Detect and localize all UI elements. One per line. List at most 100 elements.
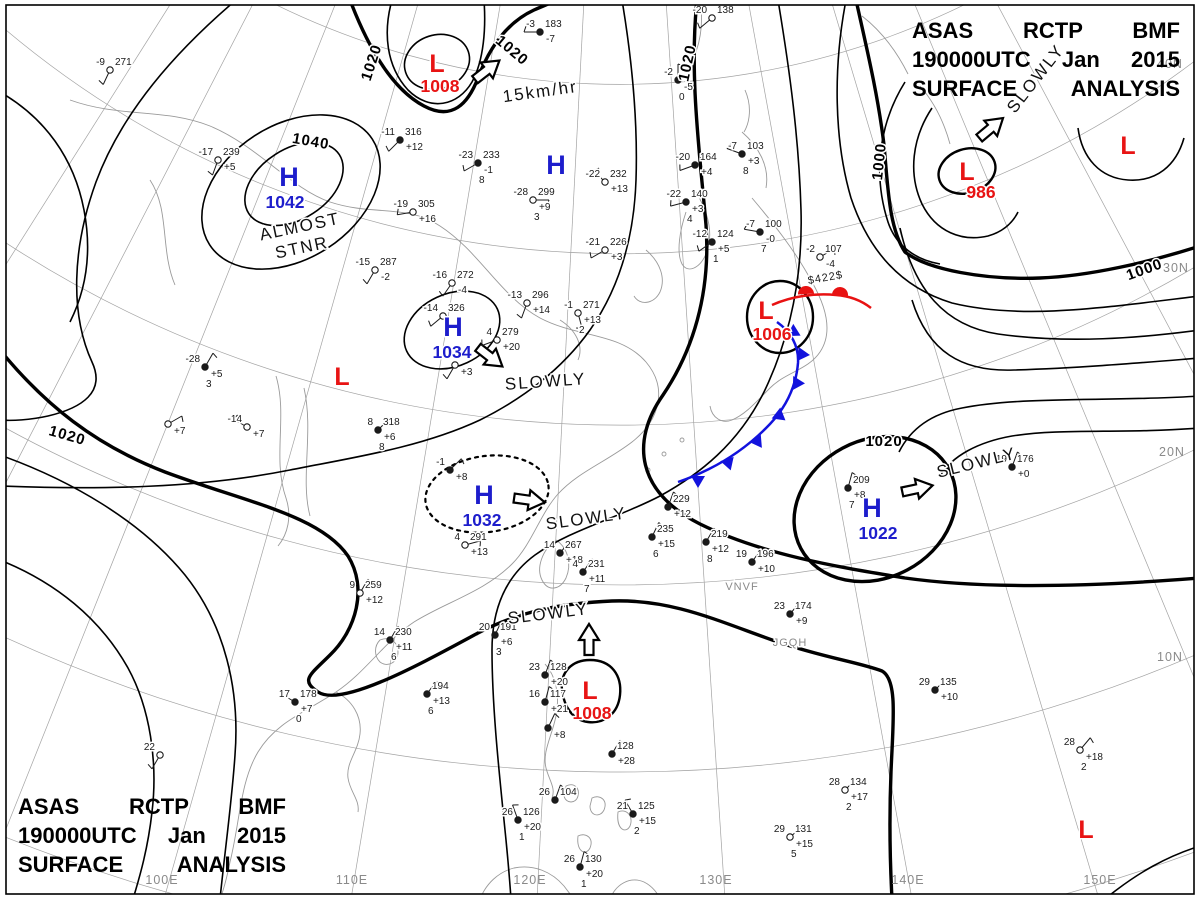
station-circle-icon <box>579 568 587 576</box>
station-circle-icon <box>356 589 364 597</box>
wind-barb-tick-icon <box>367 578 373 584</box>
station-tendency: +21 <box>551 704 568 715</box>
station-tendency: +3 <box>692 204 704 215</box>
station-extra: 7 <box>584 584 590 595</box>
wind-barb-tick-icon <box>624 798 631 801</box>
isobar-value-label: 1040 <box>291 130 331 153</box>
wind-barb-tick-icon <box>713 527 719 533</box>
station-plot: 29 131 +155 <box>772 823 815 862</box>
station-tendency: +13 <box>611 184 628 195</box>
wind-barb-tick-icon <box>428 320 432 327</box>
station-tendency: +20 <box>586 869 603 880</box>
station-circle-icon <box>106 66 114 74</box>
wind-barb-tick-icon <box>833 248 836 255</box>
station-extra: 2 <box>846 802 852 813</box>
movement-arrow-icon <box>971 109 1011 147</box>
station-plot: 4 231 +117 <box>571 558 607 597</box>
station-tendency: +13 <box>584 315 601 326</box>
title-line-3: SURFACE ANALYSIS <box>18 852 286 877</box>
station-extra: 3 <box>496 647 502 658</box>
station-circle-icon <box>576 863 584 871</box>
pressure-center-value: 1042 <box>266 192 305 212</box>
station-circle-icon <box>374 426 382 434</box>
station-pressure: 267 <box>565 540 582 551</box>
station-tendency: +18 <box>1086 752 1103 763</box>
wind-barb-tick-icon <box>760 548 766 555</box>
station-plot: 14 267 +18 <box>542 539 585 568</box>
station-pressure: 130 <box>585 854 602 865</box>
station-circle-icon <box>448 279 456 287</box>
wind-barb-tick-icon <box>396 208 399 215</box>
cold-front-triangle-icon <box>797 347 810 361</box>
station-pressure: 124 <box>717 229 734 240</box>
station-circle-icon <box>738 150 746 158</box>
station-extra: 1 <box>713 254 719 265</box>
station-pressure: 134 <box>850 777 867 788</box>
station-circle-icon <box>386 636 394 644</box>
wind-barb-tick-icon <box>799 601 804 608</box>
station-tendency: +16 <box>419 214 436 225</box>
station-temperature: -28 <box>514 187 529 198</box>
station-circle-icon <box>164 420 172 428</box>
station-plot: -28 299 +93 <box>512 186 557 225</box>
station-extra: 0 <box>296 714 302 725</box>
station-extra: 7 <box>761 244 767 255</box>
station-plot: -3 183 -7 <box>523 18 564 47</box>
station-circle-icon <box>786 833 794 841</box>
station-plot: 29 135 +10 <box>917 676 960 705</box>
wind-barb-tick-icon <box>801 826 805 833</box>
station-tendency: +9 <box>796 616 808 627</box>
station-tendency: +12 <box>366 595 383 606</box>
station-circle-icon <box>291 698 299 706</box>
station-pressure: 209 <box>853 475 870 486</box>
station-pressure: 219 <box>711 529 728 540</box>
wind-barb-tick-icon <box>546 199 550 206</box>
wind-barb-tick-icon <box>397 625 403 631</box>
station-temperature: 14 <box>544 540 556 551</box>
station-extra: 8 <box>743 166 749 177</box>
warm-front-semicircle-icon <box>798 286 814 295</box>
station-plot: -16 272 -4 <box>431 269 476 298</box>
station-temperature: -11 <box>381 127 395 138</box>
station-pressure: 100 <box>765 219 782 230</box>
warm-front-line <box>771 293 872 309</box>
station-temperature: 4 <box>572 559 578 570</box>
station-extra: 5 <box>791 849 797 860</box>
station-pressure: 176 <box>1017 454 1034 465</box>
station-temperature: 26 <box>564 854 576 865</box>
station-plot: -23 233 -18 <box>457 149 502 188</box>
station-plot: 28 +182 <box>1062 736 1105 775</box>
station-plot: 20 191 +63 <box>477 620 519 660</box>
station-tendency: -1 <box>484 165 493 176</box>
station-tendency: +15 <box>796 839 813 850</box>
isobar-1000 <box>855 5 1194 280</box>
stations-layer: -9 271-17 239+5-11 316+12-23 233-18-28 299+93… <box>95 5 1105 892</box>
station-extra: 3 <box>534 212 540 223</box>
annotation-label: VNVF <box>725 581 758 593</box>
station-plot: 4 279 +20 <box>481 326 522 355</box>
station-tendency: +10 <box>758 564 775 575</box>
isobar-l986-loop <box>937 147 997 195</box>
station-pressure: 326 <box>448 303 465 314</box>
station-temperature: 26 <box>502 807 514 818</box>
wind-barb-tick-icon <box>232 414 238 420</box>
station-circle-icon <box>702 538 710 546</box>
isobar-l1006-circle <box>745 279 815 355</box>
station-plot: +7 <box>164 415 187 439</box>
station-circle-icon <box>201 363 209 371</box>
station-circle-icon <box>648 533 656 541</box>
title-line-2: 190000UTC Jan 2015 <box>912 47 1180 72</box>
station-extra: 0 <box>679 92 685 103</box>
station-temperature: 26 <box>539 787 551 798</box>
cold-front-triangle-icon <box>771 407 786 421</box>
station-tendency: +13 <box>433 696 450 707</box>
title-line-3: SURFACE ANALYSIS <box>912 76 1180 101</box>
station-tendency: +6 <box>384 432 396 443</box>
wind-barb-tick-icon <box>593 167 600 172</box>
latitude-label: 10N <box>1157 650 1183 664</box>
station-plot: 26 104 <box>537 784 579 804</box>
